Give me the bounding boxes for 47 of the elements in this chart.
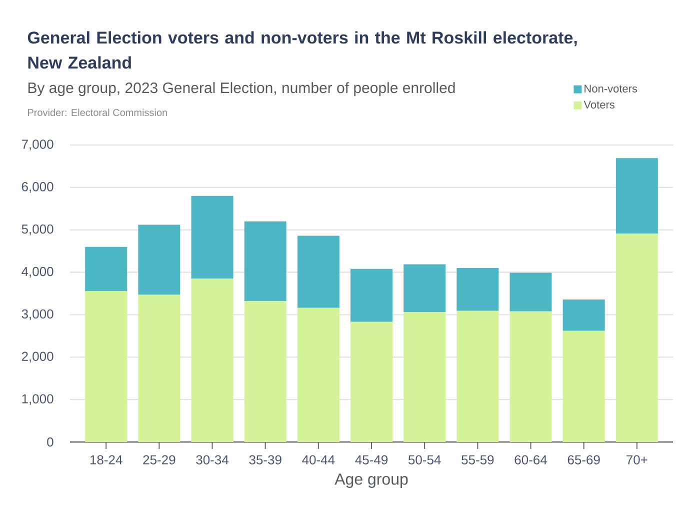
bar — [297, 308, 340, 442]
x-axis-title: Age group — [334, 474, 408, 488]
y-tick-label: 4,000 — [22, 266, 54, 278]
bar — [350, 322, 393, 442]
bar — [456, 310, 499, 442]
bar — [404, 264, 446, 312]
legend-label: Voters — [584, 100, 614, 109]
legend-label: Non-voters — [584, 84, 638, 92]
bar — [616, 158, 658, 234]
bar — [244, 301, 286, 442]
bar — [244, 221, 286, 302]
x-tick-label: 35-39 — [249, 455, 282, 464]
y-tick-label: 7,000 — [22, 140, 54, 150]
bar — [562, 330, 605, 442]
y-tick-label: 0 — [47, 437, 54, 447]
x-tick-label: 45-49 — [355, 455, 388, 464]
chart-title: General Election voters and non-voters in the Mt Roskill electorate, New Zealand — [28, 31, 577, 69]
x-tick-label: 70+ — [626, 455, 648, 464]
bar — [510, 311, 552, 442]
bar — [404, 312, 446, 442]
bar — [456, 268, 499, 311]
y-tick-label: 6,000 — [22, 182, 54, 193]
bar — [510, 272, 552, 312]
x-tick-label: 30-34 — [196, 455, 228, 464]
bar — [297, 236, 340, 308]
x-tick-label: 50-54 — [408, 455, 441, 464]
x-tick-label: 60-64 — [514, 455, 547, 464]
bar — [191, 278, 234, 442]
x-tick-label: 25-29 — [143, 455, 176, 464]
bar — [138, 224, 180, 295]
y-tick-label: 2,000 — [22, 352, 54, 363]
y-tick-label: 3,000 — [22, 309, 54, 320]
bar — [85, 290, 128, 442]
bar — [616, 234, 658, 442]
bar — [191, 196, 234, 279]
y-tick-label: 1,000 — [22, 394, 54, 405]
x-tick-label: 40-44 — [302, 455, 335, 464]
y-tick-label: 5,000 — [22, 224, 54, 236]
bar — [562, 299, 605, 331]
bar — [85, 246, 128, 291]
x-tick-label: 55-59 — [462, 455, 494, 464]
x-tick-label: 18-24 — [90, 455, 122, 464]
chart-subtitle: By age group, 2023 General Election, number of people enrolled — [28, 82, 455, 96]
x-tick-label: 65-69 — [568, 455, 600, 464]
text: Provider: Electoral Commission — [28, 108, 167, 116]
bar — [138, 294, 180, 442]
bar — [350, 268, 393, 322]
